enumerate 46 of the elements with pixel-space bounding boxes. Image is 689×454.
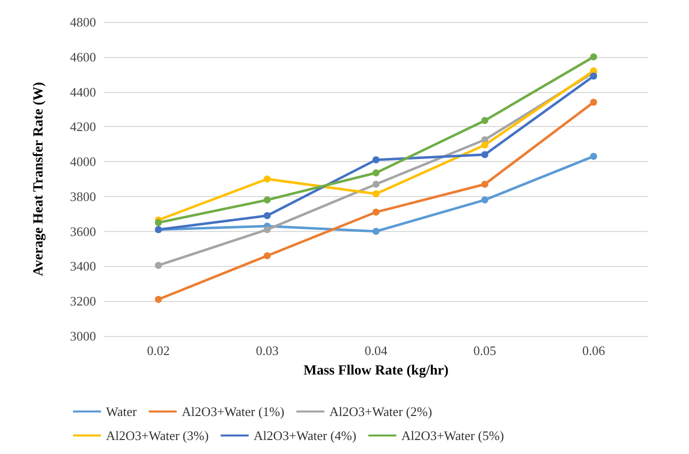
point [481, 180, 488, 188]
x-tick-label: 0.06 [582, 343, 606, 358]
y-tick-label: 3200 [70, 294, 96, 309]
y-tick-label: 3400 [70, 258, 96, 274]
point [264, 212, 271, 220]
point [154, 262, 162, 269]
legend-label: Al2O3+Water (3%) [106, 428, 209, 443]
x-axis-title: Mass Fllow Rate (kg/hr) [303, 364, 449, 378]
legend-label: Al2O3+Water (5%) [401, 428, 504, 443]
y-tick-label: 3600 [70, 224, 96, 239]
point [372, 180, 380, 188]
y-tick-label: 4800 [70, 14, 96, 30]
point [154, 296, 162, 303]
point [590, 152, 598, 160]
x-tick-label: 0.04 [364, 343, 388, 358]
legend-label: Al2O3+Water (2%) [329, 404, 432, 419]
legend-label: Al2O3+Water (4%) [254, 428, 356, 443]
point [372, 228, 380, 235]
point [481, 117, 488, 124]
point [372, 169, 380, 176]
point [372, 190, 380, 198]
x-tick-label: 0.02 [147, 343, 170, 358]
point [590, 98, 598, 106]
point [264, 196, 271, 204]
point [590, 53, 598, 60]
point [264, 176, 271, 182]
point [372, 156, 380, 164]
y-axis-title: Average Heat Transfer Rate (W) [32, 82, 46, 276]
point [481, 151, 488, 158]
x-tick-label: 0.03 [256, 343, 279, 358]
y-tick-label: 4400 [70, 84, 96, 100]
y-tick-label: 4200 [70, 119, 96, 134]
legend-label: Al2O3+Water (1%) [182, 404, 284, 419]
y-tick-label: 3000 [70, 328, 96, 344]
point [264, 226, 271, 234]
point [481, 141, 488, 148]
x-tick-label: 0.05 [473, 343, 496, 358]
point [481, 196, 488, 204]
point [590, 72, 598, 80]
legend-label: Water [106, 404, 138, 419]
point [154, 219, 162, 226]
point [264, 252, 271, 260]
y-tick-label: 3800 [70, 188, 96, 204]
point [372, 208, 380, 216]
y-tick-label: 4000 [70, 154, 96, 170]
y-tick-label: 4600 [70, 49, 96, 64]
